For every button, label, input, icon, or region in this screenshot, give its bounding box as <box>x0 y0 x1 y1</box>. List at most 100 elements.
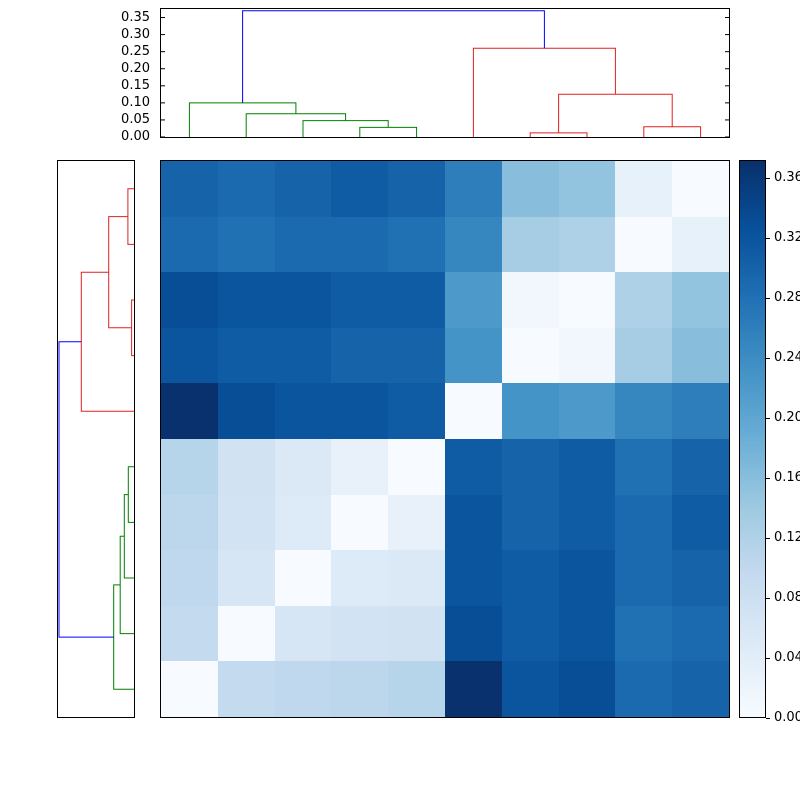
heatmap-cell <box>558 383 616 439</box>
heatmap-cell <box>672 438 729 495</box>
colorbar-tick-label: 0.16 <box>774 470 800 485</box>
heatmap-cell <box>672 383 729 439</box>
dendrogram-link <box>58 341 114 638</box>
colorbar-gradient <box>740 161 765 717</box>
heatmap-cell <box>161 550 218 606</box>
heatmap-cell <box>217 550 275 606</box>
heatmap-cell <box>274 327 332 384</box>
heatmap-cell <box>274 383 332 439</box>
heatmap-cell <box>615 272 673 328</box>
heatmap-cell <box>672 550 729 606</box>
heatmap-cell <box>672 494 729 551</box>
heatmap-cell <box>388 438 445 495</box>
heatmap-cell <box>615 605 673 662</box>
dendrogram-axis-tick-label: 0.00 <box>121 129 150 144</box>
heatmap-cell <box>501 605 559 662</box>
heatmap-cell <box>331 438 389 495</box>
heatmap-cell <box>615 661 673 717</box>
heatmap-cell <box>615 438 673 495</box>
heatmap-cell <box>615 383 673 439</box>
heatmap-cell <box>615 550 673 606</box>
heatmap-cell <box>161 383 218 439</box>
dendrogram-axis-tick-label: 0.15 <box>121 77 150 93</box>
heatmap-cell <box>672 327 729 384</box>
colorbar-axis: 0.00 0.04 0.08 0.12 0.16 0.20 0.24 0.28 0.32 0.36 <box>766 160 800 725</box>
colorbar-tick-label: 0.36 <box>774 170 800 185</box>
colorbar-tick-label: 0.00 <box>774 710 800 725</box>
heatmap-cell <box>217 605 275 662</box>
colorbar-tick <box>766 358 770 359</box>
heatmap-cell <box>161 494 218 551</box>
heatmap <box>160 160 730 718</box>
colorbar-tick <box>766 418 770 419</box>
heatmap-cell <box>217 216 275 273</box>
heatmap-cell <box>501 327 559 384</box>
heatmap-cell <box>388 605 445 662</box>
heatmap-cell <box>331 216 389 273</box>
dendrogram-axis: 0.00 0.05 0.10 0.15 0.20 0.25 0.30 0.35 <box>98 8 154 143</box>
heatmap-cell <box>444 661 502 717</box>
left-dendrogram <box>57 160 135 718</box>
dendrogram-link <box>131 299 134 357</box>
heatmap-cell <box>161 327 218 384</box>
heatmap-cell <box>444 550 502 606</box>
colorbar-tick <box>766 598 770 599</box>
colorbar-tick <box>766 718 770 719</box>
heatmap-cell <box>615 161 673 217</box>
heatmap-cell <box>217 383 275 439</box>
top-dendrogram-canvas <box>161 10 729 137</box>
heatmap-cell <box>558 272 616 328</box>
heatmap-cell <box>558 550 616 606</box>
heatmap-cell <box>615 327 673 384</box>
dendrogram-axis-tick-label: 0.05 <box>121 111 150 127</box>
dendrogram-axis-tick-label: 0.35 <box>121 9 150 25</box>
heatmap-cell <box>615 216 673 273</box>
heatmap-cell <box>388 272 445 328</box>
heatmap-cell <box>217 272 275 328</box>
dendrogram-axis-tick-label: 0.30 <box>121 26 150 42</box>
heatmap-cell <box>274 161 332 217</box>
dendrogram-link <box>359 126 418 137</box>
top-dendrogram <box>160 8 730 138</box>
heatmap-cell <box>331 494 389 551</box>
heatmap-cell <box>501 272 559 328</box>
heatmap-cell <box>217 161 275 217</box>
colorbar-tick-label: 0.08 <box>774 590 800 605</box>
heatmap-cell <box>672 272 729 328</box>
heatmap-cell <box>558 161 616 217</box>
colorbar-tick <box>766 178 770 179</box>
colorbar-tick <box>766 298 770 299</box>
heatmap-cell <box>331 327 389 384</box>
dendrogram-axis-tick-label: 0.10 <box>121 94 150 110</box>
heatmap-cell <box>444 383 502 439</box>
dendrogram-link <box>529 132 588 137</box>
colorbar <box>739 160 766 718</box>
colorbar-tick-label: 0.04 <box>774 650 800 665</box>
dendrogram-link <box>113 584 134 690</box>
dendrogram-link <box>127 466 134 523</box>
heatmap-cell <box>558 661 616 717</box>
heatmap-cell <box>444 327 502 384</box>
heatmap-cell <box>501 550 559 606</box>
dendrogram-link <box>242 10 545 103</box>
dendrogram-link <box>245 113 347 137</box>
heatmap-cell <box>388 216 445 273</box>
colorbar-tick-label: 0.32 <box>774 230 800 245</box>
dendrogram-link <box>127 188 134 245</box>
dendrogram-link <box>188 102 297 137</box>
heatmap-cell <box>161 661 218 717</box>
colorbar-tick-label: 0.24 <box>774 350 800 365</box>
heatmap-cell <box>388 161 445 217</box>
heatmap-cell <box>274 661 332 717</box>
left-dendrogram-canvas <box>58 188 134 690</box>
dendrogram-link <box>123 494 134 579</box>
heatmap-cell <box>217 661 275 717</box>
heatmap-cell <box>558 605 616 662</box>
dendrogram-axis-tick-label: 0.20 <box>121 60 150 76</box>
heatmap-cell <box>672 605 729 662</box>
heatmap-cell <box>331 272 389 328</box>
heatmap-cell <box>388 383 445 439</box>
heatmap-cell <box>161 216 218 273</box>
heatmap-cell <box>331 550 389 606</box>
